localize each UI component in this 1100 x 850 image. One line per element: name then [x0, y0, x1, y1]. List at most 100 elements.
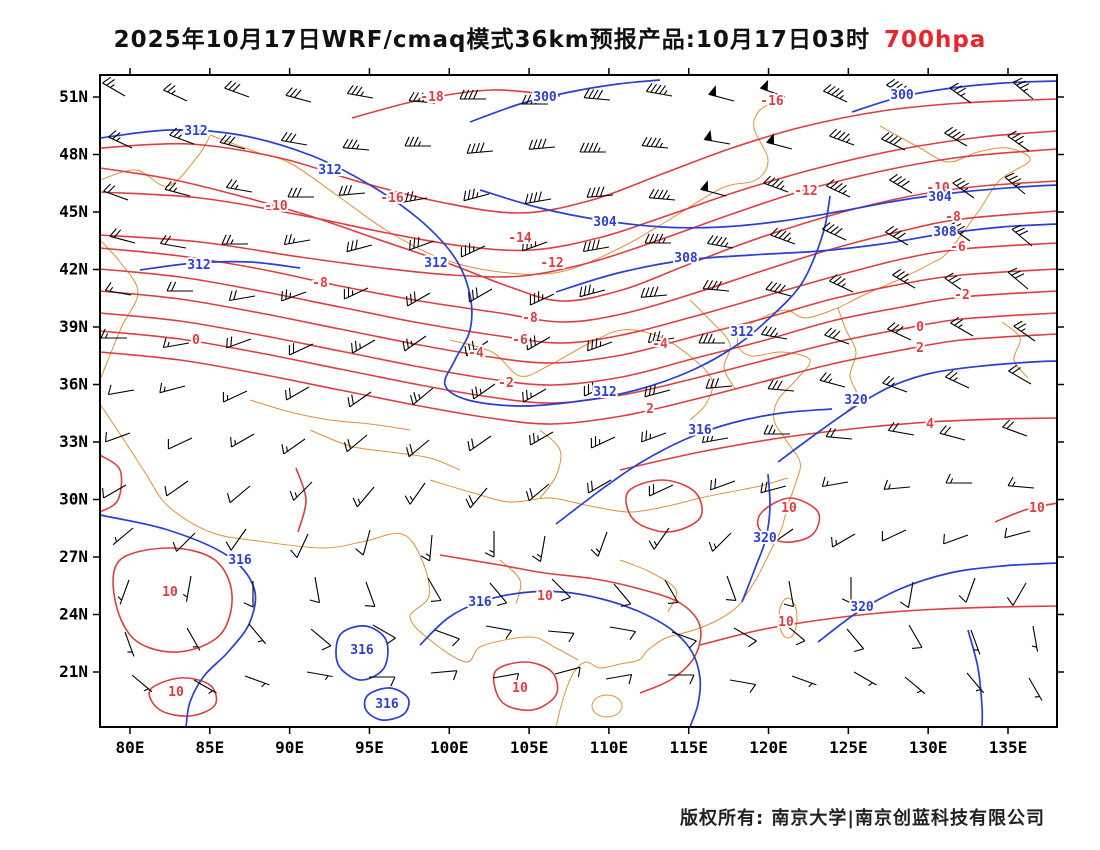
wind-barb: [164, 480, 189, 497]
wind-barb: [290, 533, 309, 558]
height-label: 312: [184, 124, 207, 139]
height-label: 316: [688, 423, 712, 438]
height-label: 320: [753, 531, 777, 546]
wind-barb: [283, 233, 311, 246]
wind-barb: [347, 391, 372, 408]
wind-barb: [583, 382, 609, 397]
wind-barb: [172, 532, 196, 552]
wind-barb: [823, 84, 848, 103]
temperature-contour-line: [100, 242, 1057, 344]
temperature-contour-line: [756, 497, 821, 543]
wind-barb: [281, 289, 307, 302]
temperature-label: 10: [781, 501, 797, 516]
wind-barb: [1012, 77, 1034, 100]
wind-barb: [434, 629, 460, 647]
height-contour-line: [469, 79, 661, 123]
geo-outline-west-edge: [100, 239, 139, 381]
wind-barb: [958, 577, 976, 603]
x-axis-label: 110E: [590, 738, 629, 757]
wind-barb: [887, 421, 915, 436]
wind-barb: [668, 674, 695, 685]
y-axis-label: 42N: [59, 260, 88, 279]
temperature-contour-line: [100, 333, 1057, 425]
wind-barb: [343, 287, 369, 300]
wind-barb: [1004, 172, 1026, 195]
wind-barb: [645, 82, 673, 97]
wind-barb: [882, 375, 908, 393]
wind-barb: [522, 237, 548, 252]
x-axis-label: 105E: [510, 738, 549, 757]
wind-barb: [108, 130, 133, 149]
wind-barb: [280, 131, 308, 146]
height-contour-line: [419, 590, 702, 727]
temperature-label: 10: [537, 589, 553, 604]
wind-barb: [587, 337, 613, 352]
wind-barb: [228, 289, 256, 302]
wind-barb: [531, 535, 546, 563]
wind-barb: [102, 76, 126, 97]
wind-barb: [484, 531, 495, 558]
x-axis-label: 95E: [355, 738, 384, 757]
wind-barb: [760, 481, 787, 494]
wind-barb: [100, 328, 127, 339]
wind-barb: [224, 80, 250, 98]
wind-barb: [784, 623, 806, 646]
wind-barb: [1028, 677, 1043, 701]
wind-barb: [763, 175, 789, 193]
wind-barb: [644, 384, 671, 398]
height-label: 320: [844, 393, 868, 408]
wind-barb-pennant: [759, 79, 769, 92]
height-contour-line: [139, 260, 301, 271]
wind-barb: [1004, 527, 1031, 539]
wind-barb: [647, 331, 675, 344]
wind-barb: [343, 434, 368, 453]
height-contour-line: [817, 562, 1057, 643]
wind-barb: [222, 390, 248, 403]
geo-outline-interior-4: [689, 299, 737, 391]
wind-barb: [103, 183, 129, 201]
temperature-label: 2: [646, 402, 654, 417]
height-label: 300: [533, 90, 557, 105]
wind-barb: [881, 529, 907, 542]
wind-barb: [641, 136, 669, 149]
wind-barb: [705, 377, 733, 389]
wind-barb: [949, 82, 972, 104]
wind-barb: [609, 626, 637, 641]
wind-barb: [945, 473, 972, 484]
wind-barb: [467, 435, 492, 452]
wind-barb: [698, 333, 725, 344]
temperature-contour-line: [100, 167, 1057, 302]
wind-barb-pennant: [708, 85, 717, 97]
wind-barb: [970, 629, 981, 655]
wind-barb: [372, 624, 396, 645]
wind-barb: [966, 672, 985, 694]
temperature-label: 10: [512, 681, 528, 696]
wind-barb: [420, 534, 433, 562]
temperature-label: 0: [916, 320, 924, 335]
wind-barb: [613, 583, 632, 608]
temperature-label: -8: [312, 276, 328, 291]
wind-barb: [648, 527, 670, 550]
wind-barb: [338, 184, 366, 196]
wind-barb: [551, 578, 571, 602]
temperature-contour-line: [100, 268, 1057, 364]
wind-barb: [288, 343, 314, 356]
wind-barb: [881, 132, 906, 151]
temperature-contour-line: [439, 554, 702, 694]
wind-barb: [908, 624, 923, 649]
height-label: 304: [593, 215, 617, 230]
x-axis-label: 85E: [195, 738, 224, 757]
wind-barb: [309, 576, 321, 604]
temperature-label: 10: [162, 585, 178, 600]
temperature-contour-line: [100, 210, 1057, 323]
y-axis-label: 39N: [59, 317, 88, 336]
wind-barb: [225, 178, 253, 193]
temperature-contour-line: [994, 502, 1057, 523]
temperature-label: -4: [652, 337, 668, 352]
wind-barb: [226, 336, 252, 349]
geo-outline-interior-8: [249, 399, 411, 431]
temperature-label: -2: [954, 288, 970, 303]
wind-barb: [1002, 419, 1028, 437]
wind-barb: [166, 281, 193, 292]
wind-barb: [351, 339, 376, 354]
